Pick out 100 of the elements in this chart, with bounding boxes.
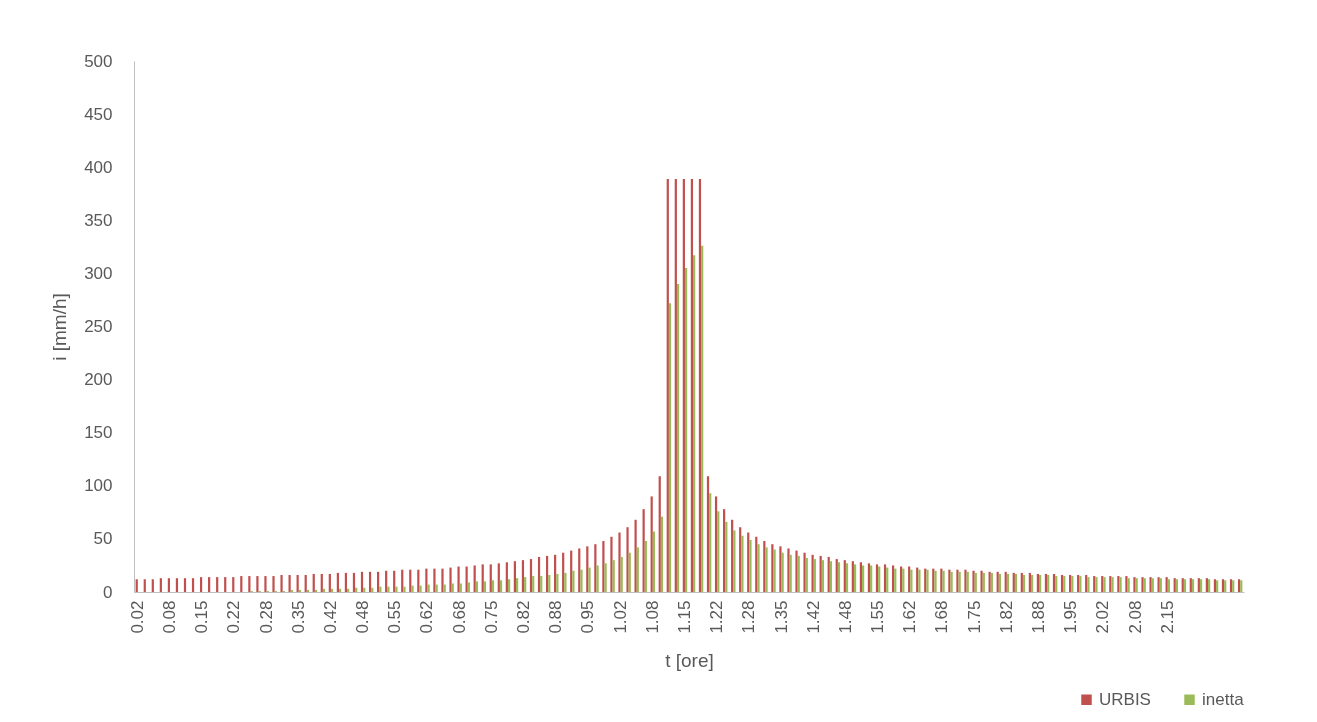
- bar: [564, 572, 567, 592]
- bar: [618, 532, 621, 592]
- bar: [441, 568, 444, 592]
- bar: [427, 584, 430, 592]
- x-tick-label: 0.55: [385, 600, 405, 634]
- bar: [709, 493, 712, 592]
- x-tick-label: 0.95: [578, 600, 598, 634]
- bar: [578, 548, 581, 592]
- bar: [175, 578, 179, 592]
- bar: [532, 576, 535, 592]
- y-tick-label: 250: [84, 317, 113, 336]
- bar: [208, 577, 211, 592]
- x-tick-label: 1.35: [771, 600, 791, 634]
- bar: [499, 580, 503, 592]
- bar: [395, 586, 398, 592]
- y-tick-label: 400: [84, 157, 113, 177]
- x-tick-label: 1.28: [739, 600, 759, 634]
- x-tick-label: 1.15: [674, 600, 694, 634]
- bar: [723, 509, 726, 592]
- x-tick-label: 2.08: [1125, 600, 1145, 634]
- x-tick-label: 0.35: [288, 600, 308, 634]
- bar: [604, 563, 607, 592]
- bar: [803, 552, 806, 592]
- bar: [481, 564, 484, 592]
- bar: [634, 519, 637, 592]
- bar: [516, 578, 519, 592]
- bar: [248, 576, 251, 592]
- bar: [666, 178, 669, 592]
- x-tick-label: 0.68: [449, 600, 469, 634]
- x-tick-label: 1.68: [932, 600, 952, 634]
- bar: [411, 585, 414, 592]
- x-tick-label: 1.88: [1029, 600, 1049, 634]
- bar: [642, 509, 645, 592]
- bar: [610, 536, 613, 592]
- y-tick-label: 100: [84, 476, 113, 496]
- x-tick-label: 0.08: [160, 600, 180, 634]
- bar: [781, 552, 784, 592]
- bar: [513, 561, 516, 592]
- x-tick-label: 1.02: [610, 600, 630, 634]
- bar: [264, 576, 267, 592]
- y-tick-label: 500: [84, 51, 113, 71]
- bar: [586, 546, 589, 592]
- x-tick-label: 0.22: [224, 600, 244, 634]
- bar: [827, 556, 830, 592]
- bar: [626, 527, 629, 592]
- bar: [556, 573, 559, 592]
- bar: [652, 531, 655, 592]
- bar: [403, 586, 406, 592]
- bar: [821, 560, 824, 592]
- y-tick-label: 450: [84, 104, 113, 124]
- bar: [588, 567, 591, 592]
- bar: [580, 569, 583, 592]
- bar: [755, 536, 758, 592]
- bar: [151, 579, 154, 592]
- bar: [562, 552, 565, 592]
- bar: [813, 559, 816, 592]
- bar: [224, 577, 227, 592]
- bar: [344, 572, 348, 592]
- bar: [811, 554, 814, 592]
- bar: [698, 178, 702, 592]
- bar: [199, 577, 203, 592]
- bar: [819, 555, 822, 592]
- x-tick-label: 2.15: [1157, 600, 1177, 634]
- x-tick-label: 1.62: [900, 600, 920, 634]
- bar: [596, 565, 599, 592]
- bar: [644, 541, 647, 592]
- x-tick-label: 0.48: [353, 600, 373, 634]
- bar: [829, 561, 833, 592]
- bar: [336, 572, 339, 592]
- bar: [676, 284, 680, 592]
- bar: [682, 178, 685, 592]
- bar: [521, 560, 525, 592]
- bar: [739, 527, 742, 592]
- x-tick-label: 0.02: [127, 600, 147, 634]
- bar: [545, 555, 549, 592]
- bar: [805, 558, 808, 592]
- bar: [717, 511, 720, 592]
- x-tick-label: 1.75: [964, 600, 984, 634]
- x-tick-label: 1.22: [707, 600, 727, 634]
- x-tick-label: 2.02: [1093, 600, 1113, 634]
- bar: [650, 496, 653, 592]
- x-tick-label: 1.48: [835, 600, 855, 634]
- x-tick-label: 1.95: [1061, 600, 1081, 634]
- bar: [733, 530, 736, 592]
- legend-label: inetta: [1202, 689, 1245, 709]
- bar: [620, 556, 623, 592]
- bar: [419, 585, 422, 592]
- bar: [741, 535, 744, 592]
- bar: [135, 579, 138, 592]
- bar: [505, 562, 508, 592]
- x-tick-label: 1.08: [642, 600, 662, 634]
- y-tick-label: 0: [103, 582, 113, 602]
- bar: [797, 555, 800, 592]
- bar: [409, 569, 412, 592]
- bar: [507, 579, 511, 592]
- bar: [537, 556, 541, 592]
- bar: [529, 559, 533, 592]
- bar: [684, 268, 688, 592]
- x-tick-label: 1.42: [803, 600, 823, 634]
- bar: [489, 564, 492, 592]
